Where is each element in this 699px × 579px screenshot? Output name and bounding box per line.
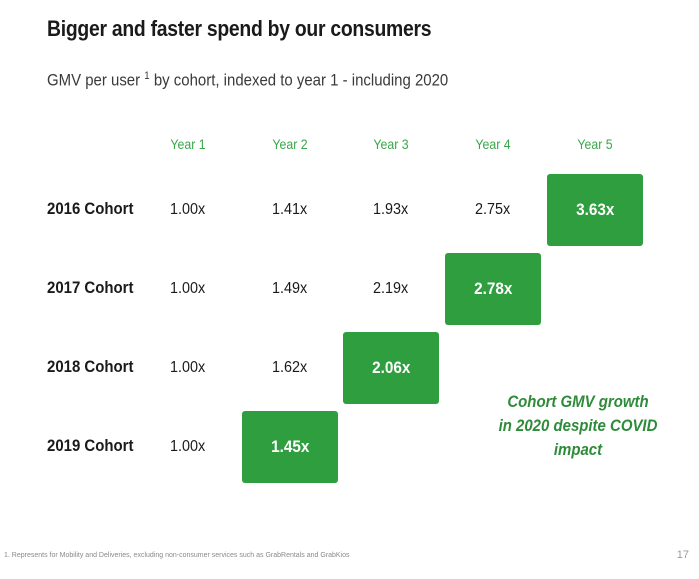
value-label: 1.45x bbox=[270, 437, 310, 456]
column-header-year-1: Year 1 bbox=[170, 136, 206, 152]
value-label: 2.78x bbox=[473, 279, 513, 298]
column-header-year-3: Year 3 bbox=[373, 136, 409, 152]
value-label: 1.00x bbox=[170, 280, 206, 297]
subtitle-suffix: by cohort, indexed to year 1 - including… bbox=[149, 70, 449, 90]
value-cell-2016-year-1: 1.00x bbox=[140, 174, 236, 246]
subtitle-prefix: GMV per user bbox=[47, 70, 141, 90]
value-label: 1.00x bbox=[170, 359, 206, 376]
value-cell-2017-year-3: 2.19x bbox=[343, 253, 439, 325]
callout-line-1: Cohort GMV growth bbox=[507, 392, 649, 411]
value-cell-2017-year-2: 1.49x bbox=[242, 253, 338, 325]
column-header-year-2: Year 2 bbox=[272, 136, 308, 152]
value-cell-2017-year-1: 1.00x bbox=[140, 253, 236, 325]
row-label-2016-cohort: 2016 Cohort bbox=[47, 199, 134, 218]
slide-title: Bigger and faster spend by our consumers bbox=[47, 16, 432, 41]
footnote-marker: 1 bbox=[144, 70, 150, 82]
column-header-year-5: Year 5 bbox=[577, 136, 613, 152]
page-number: 17 bbox=[676, 549, 689, 561]
column-header-year-4: Year 4 bbox=[475, 136, 511, 152]
value-cell-2016-year-3: 1.93x bbox=[343, 174, 439, 246]
value-label: 1.49x bbox=[272, 280, 308, 297]
value-cell-2018-year-2: 1.62x bbox=[242, 332, 338, 404]
highlight-cell-2019-year-2: 1.45x bbox=[242, 411, 338, 483]
value-label: 1.00x bbox=[170, 438, 206, 455]
row-label-2017-cohort: 2017 Cohort bbox=[47, 278, 134, 297]
footnote: 1. Represents for Mobility and Deliverie… bbox=[4, 552, 350, 559]
slide-subtitle: GMV per user 1 by cohort, indexed to yea… bbox=[47, 70, 448, 91]
value-cell-2018-year-1: 1.00x bbox=[140, 332, 236, 404]
value-label: 3.63x bbox=[575, 200, 615, 219]
highlight-cell-2018-year-3: 2.06x bbox=[343, 332, 439, 404]
row-label-2019-cohort: 2019 Cohort bbox=[47, 436, 134, 455]
value-label: 2.75x bbox=[475, 201, 511, 218]
value-cell-2016-year-4: 2.75x bbox=[445, 174, 541, 246]
value-cell-2016-year-2: 1.41x bbox=[242, 174, 338, 246]
value-label: 2.19x bbox=[373, 280, 409, 297]
value-label: 1.62x bbox=[272, 359, 308, 376]
value-label: 1.41x bbox=[272, 201, 308, 218]
callout-line-2: in 2020 despite COVID impact bbox=[498, 416, 658, 459]
value-label: 2.06x bbox=[371, 358, 411, 377]
highlight-cell-2017-year-4: 2.78x bbox=[445, 253, 541, 325]
value-label: 1.93x bbox=[373, 201, 409, 218]
value-label: 1.00x bbox=[170, 201, 206, 218]
callout-text: Cohort GMV growth in 2020 despite COVID … bbox=[483, 390, 673, 462]
value-cell-2019-year-1: 1.00x bbox=[140, 411, 236, 483]
row-label-2018-cohort: 2018 Cohort bbox=[47, 357, 134, 376]
highlight-cell-2016-year-5: 3.63x bbox=[547, 174, 643, 246]
